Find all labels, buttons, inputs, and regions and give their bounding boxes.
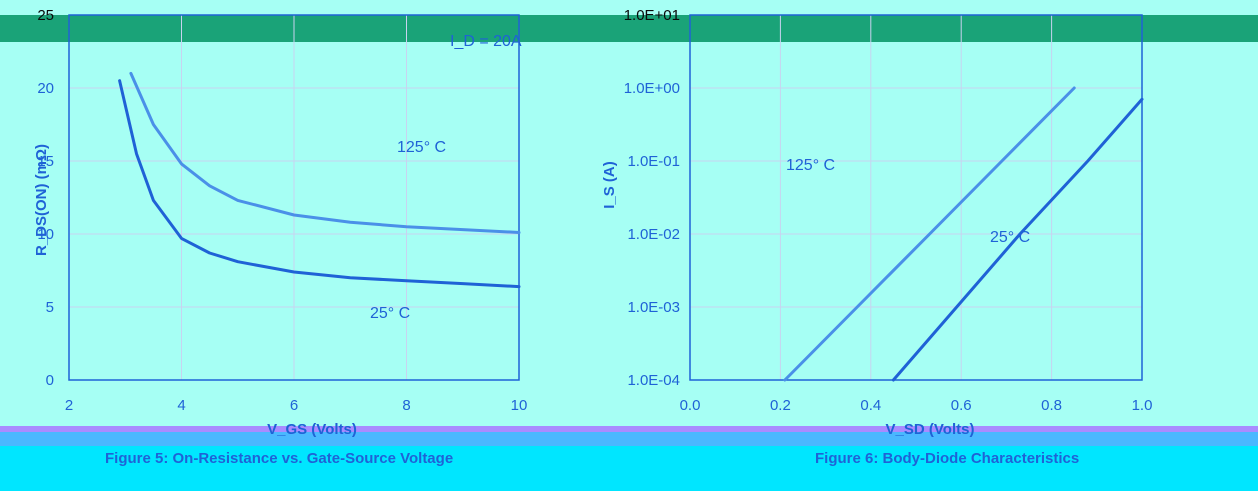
chart5-plot-frame [68,14,520,381]
chart6-y-tick-label: 1.0E-02 [627,226,680,243]
chart5-y-tick-label: 10 [37,226,54,243]
chart5-y-tick-label: 0 [46,372,54,389]
chart6-x-tick-label: 0.4 [860,397,881,414]
chart5-y-tick-label: 15 [37,153,54,170]
chart6-x-tick-label: 0.2 [770,397,791,414]
chart5-grid [68,14,520,381]
caption-band-blue [0,432,1258,446]
figure5-caption: Figure 5: On-Resistance vs. Gate-Source … [105,450,454,467]
chart5-y-tick-label: 20 [37,80,54,97]
chart6-x-tick-label: 0.0 [680,397,701,414]
chart5-y-axis-label: R_DS(ON) (mΩ) [33,144,50,256]
chart6-x-axis-label: V_SD (Volts) [886,421,975,438]
chart5-x-axis-label: V_GS (Volts) [267,421,357,438]
chart6-y-tick-label: 1.0E-04 [627,372,680,389]
chart5-annotation-25c: 25° C [370,305,410,322]
chart6-series-cold-line [891,97,1144,382]
chart6-annotation-125c: 125° C [786,157,835,174]
chart6-y-tick-label: 1.0E-03 [627,299,680,316]
chart6-plot-frame [689,14,1143,381]
chart6-y-tick-label: 1.0E+01 [624,7,680,24]
chart6-y-axis-label: I_S (A) [601,161,618,209]
chart5-x-tick-label: 4 [177,397,185,414]
chart5-x-tick-label: 8 [402,397,410,414]
chart5-series-cold-line [118,79,521,289]
chart5-y-tick-label: 5 [46,299,54,316]
chart5-annotation-id: I_D = 20A [450,33,522,50]
caption-band-lavender [0,426,1258,432]
chart6-y-tick-label: 1.0E+00 [624,80,680,97]
chart5-y-tick-label: 25 [37,7,54,24]
chart5-x-tick-label: 6 [290,397,298,414]
chart5-annotation-125c: 125° C [397,139,446,156]
chart5-x-tick-label: 10 [511,397,528,414]
chart-body-diode: 0.0 0.2 0.4 0.6 0.8 1.0 1.0E-04 1.0E-03 1.0E-02 1… [601,7,1152,438]
chart6-x-tick-label: 0.6 [951,397,972,414]
chart5-x-tick-label: 2 [65,397,73,414]
chart6-series-hot-line [783,86,1076,382]
chart6-x-tick-label: 0.8 [1041,397,1062,414]
chart6-x-tick-label: 1.0 [1132,397,1153,414]
header-band [0,15,1258,42]
chart5-series-hot-line [129,71,521,234]
figure6-caption: Figure 6: Body-Diode Characteristics [815,450,1080,467]
chart6-annotation-25c: 25° C [990,229,1030,246]
caption-band-cyan [0,446,1258,491]
chart6-grid [689,14,1143,381]
chart6-y-tick-label: 1.0E-01 [627,153,680,170]
